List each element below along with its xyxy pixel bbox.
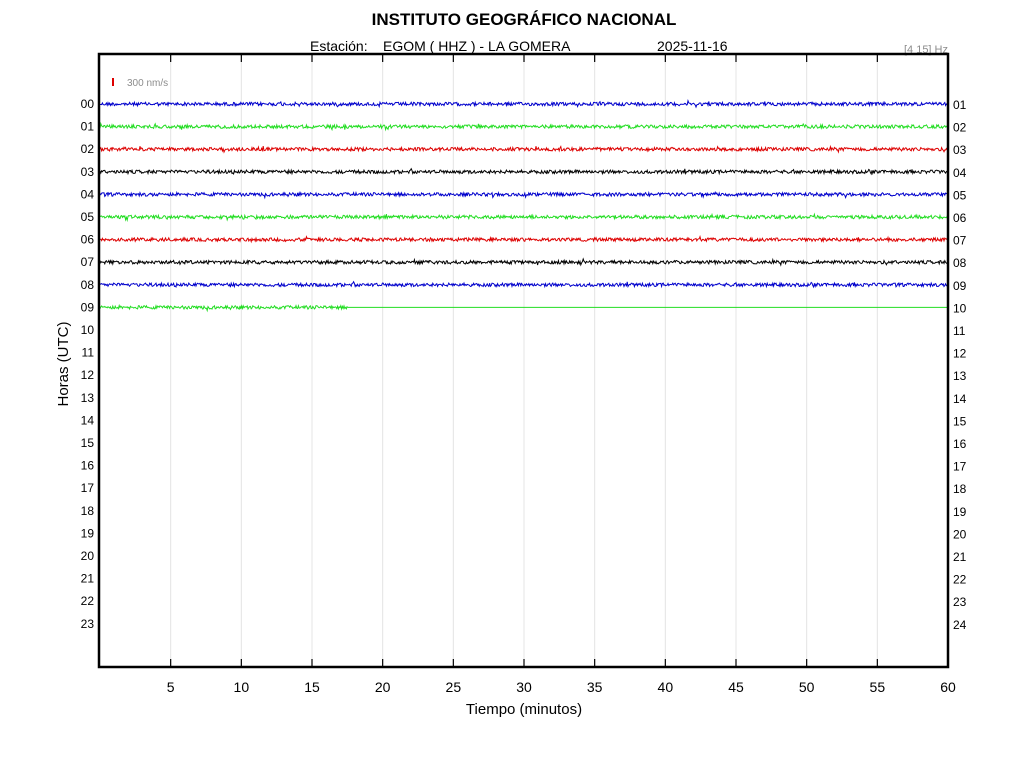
chart-title: INSTITUTO GEOGRÁFICO NACIONAL xyxy=(372,10,677,29)
right-hour-label: 17 xyxy=(953,460,967,474)
left-hour-label: 10 xyxy=(81,323,95,337)
grid-lines xyxy=(170,55,878,666)
left-hour-label: 19 xyxy=(81,526,95,540)
left-hour-label: 09 xyxy=(81,300,95,314)
right-hour-label: 12 xyxy=(953,347,967,361)
x-tick-label: 50 xyxy=(799,679,815,695)
left-hour-label: 06 xyxy=(81,233,95,247)
x-tick-label: 5 xyxy=(167,679,175,695)
left-hour-label: 07 xyxy=(81,255,95,269)
chart-date: 2025-11-16 xyxy=(657,38,728,54)
left-hour-label: 16 xyxy=(81,459,95,473)
right-hour-label: 10 xyxy=(953,301,967,315)
x-tick-label: 35 xyxy=(587,679,603,695)
station-label: Estación: xyxy=(310,38,368,54)
right-hour-label: 13 xyxy=(953,369,967,383)
seismic-trace-06 xyxy=(99,235,949,244)
seismic-traces xyxy=(99,99,949,313)
left-hour-label: 22 xyxy=(81,594,95,608)
x-tick-label: 10 xyxy=(234,679,250,695)
right-hour-label: 02 xyxy=(953,121,967,135)
seismic-trace-03 xyxy=(99,167,949,176)
right-hour-label: 20 xyxy=(953,527,967,541)
left-hour-label: 23 xyxy=(81,617,95,631)
left-hour-labels: 00 01 02 03 04 05 06 07 08 09 10 11 12 13 14 15 16 17 18 19… xyxy=(81,97,95,631)
x-tick-label: 20 xyxy=(375,679,391,695)
left-hour-label: 18 xyxy=(81,504,95,518)
seismic-trace-08 xyxy=(99,280,949,289)
right-hour-label: 16 xyxy=(953,437,967,451)
right-hour-label: 21 xyxy=(953,550,967,564)
right-hour-label: 05 xyxy=(953,188,967,202)
left-hour-label: 05 xyxy=(81,210,95,224)
x-tick-label: 25 xyxy=(446,679,462,695)
left-hour-label: 02 xyxy=(81,142,95,156)
right-hour-label: 18 xyxy=(953,482,967,496)
x-axis-label: Tiempo (minutos) xyxy=(466,701,582,718)
seismic-trace-05 xyxy=(99,212,949,223)
x-axis-ticks: 5 10 15 20 25 30 35 40 45 50 55 60 xyxy=(167,55,956,695)
right-hour-label: 23 xyxy=(953,595,967,609)
right-hour-labels: 01 02 03 04 05 06 07 08 09 10 11 12 13 14 15 16 17 18 19 20… xyxy=(953,98,967,632)
left-hour-label: 04 xyxy=(81,187,95,201)
left-hour-label: 15 xyxy=(81,436,95,450)
right-hour-label: 03 xyxy=(953,143,967,157)
seismic-trace-09 xyxy=(99,303,348,313)
seismic-trace-01 xyxy=(99,121,949,132)
x-tick-label: 15 xyxy=(304,679,320,695)
right-hour-label: 24 xyxy=(953,618,967,632)
left-hour-label: 12 xyxy=(81,368,95,382)
right-hour-label: 06 xyxy=(953,211,967,225)
x-tick-label: 40 xyxy=(658,679,674,695)
left-hour-label: 21 xyxy=(81,572,95,586)
x-tick-label: 30 xyxy=(516,679,532,695)
left-hour-label: 17 xyxy=(81,481,95,495)
left-hour-label: 01 xyxy=(81,120,95,134)
left-hour-label: 00 xyxy=(81,97,95,111)
right-hour-label: 08 xyxy=(953,256,967,270)
left-hour-label: 20 xyxy=(81,549,95,563)
x-tick-label: 55 xyxy=(870,679,886,695)
right-hour-label: 11 xyxy=(953,324,966,338)
right-hour-label: 04 xyxy=(953,166,967,180)
right-hour-label: 09 xyxy=(953,279,967,293)
right-hour-label: 15 xyxy=(953,414,967,428)
scale-bar-label: 300 nm/s xyxy=(127,78,168,89)
left-hour-label: 03 xyxy=(81,165,95,179)
left-hour-label: 13 xyxy=(81,391,95,405)
left-hour-label: 08 xyxy=(81,278,95,292)
right-hour-label: 19 xyxy=(953,505,967,519)
left-hour-label: 14 xyxy=(81,413,95,427)
right-hour-label: 01 xyxy=(953,98,967,112)
y-axis-label: Horas (UTC) xyxy=(55,321,72,406)
right-hour-label: 07 xyxy=(953,234,967,248)
right-hour-label: 14 xyxy=(953,392,967,406)
seismic-trace-00 xyxy=(99,99,949,109)
left-hour-label: 11 xyxy=(82,346,95,360)
seismic-trace-07 xyxy=(99,257,949,267)
x-tick-label: 60 xyxy=(940,679,956,695)
right-hour-label: 22 xyxy=(953,573,967,587)
seismic-trace-04 xyxy=(99,190,949,200)
seismic-trace-02 xyxy=(99,144,948,154)
x-tick-label: 45 xyxy=(728,679,744,695)
station-name: EGOM ( HHZ ) - LA GOMERA xyxy=(383,38,571,54)
